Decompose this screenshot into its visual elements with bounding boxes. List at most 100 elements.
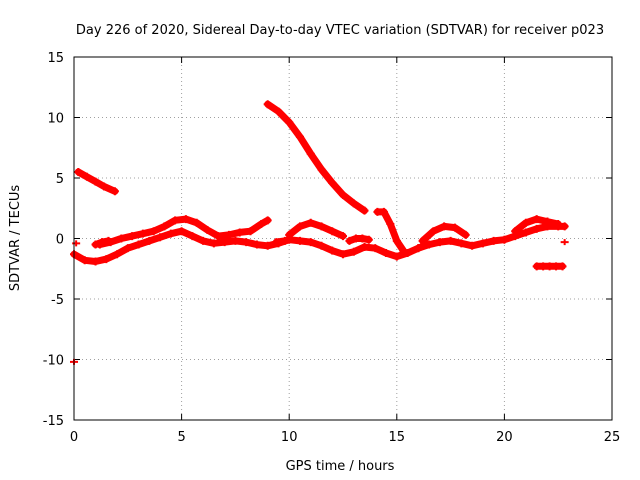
data-point [399,246,408,255]
data-point [91,240,100,249]
data-point [231,236,240,245]
data-point [156,233,165,242]
data-series [70,100,569,365]
data-point [422,240,431,249]
data-point [203,226,212,235]
data-point [328,227,337,236]
data-point [97,238,106,247]
data-point [123,244,132,253]
data-point [209,239,218,248]
data-point [554,219,563,228]
x-tick-label: 5 [177,430,185,445]
data-point [102,255,111,264]
data-point [285,118,294,127]
data-point [166,229,175,238]
data-point [345,236,354,245]
data-point [295,222,304,231]
data-point [263,100,272,109]
y-tick-label: -15 [43,414,64,429]
y-tick-label: 5 [56,172,64,187]
data-point [220,238,229,247]
data-point [224,230,233,239]
data-point [317,222,326,231]
data-point [295,132,304,141]
series-trace [264,100,368,215]
data-point [500,235,509,244]
x-axis-label: GPS time / hours [286,459,395,474]
data-point [560,222,569,231]
x-tick-label: 0 [70,430,78,445]
y-tick-label: 10 [47,112,64,127]
y-tick-label: -5 [51,293,64,308]
data-point [246,227,255,236]
data-point [558,262,567,271]
chart-title: Day 226 of 2020, Sidereal Day-to-day VTE… [76,23,604,38]
point-isolated-a [72,240,81,247]
data-point [110,187,119,196]
series-arc-descending [263,100,369,215]
series-arc-hump-21 [511,215,563,236]
data-point [252,240,261,249]
data-point [358,234,367,243]
data-point [263,241,272,250]
data-point [371,244,380,253]
data-point [382,249,391,258]
data-point [461,230,470,239]
data-point [145,236,154,245]
series-arc-early-high [74,167,119,196]
data-point [235,228,244,237]
data-point [349,199,358,208]
data-point [80,256,89,265]
data-point [306,218,315,227]
data-point [450,223,459,232]
data-point [468,241,477,250]
data-point [521,228,530,237]
axis-ticks: 0 5 10 15 20 25 -15 -10 -5 0 5 10 15 [43,51,621,445]
data-point [435,238,444,247]
data-point [532,215,541,224]
data-point [192,218,201,227]
data-point [446,236,455,245]
data-point [199,236,208,245]
data-point [543,217,552,226]
data-point [181,215,190,224]
data-point [364,235,373,244]
data-point [386,219,395,228]
data-point [171,216,180,225]
data-point [489,236,498,245]
data-point [440,222,449,231]
data-point [339,190,347,199]
data-point [91,177,100,186]
data-point [134,240,143,249]
x-tick-label: 20 [496,430,513,445]
data-point [188,232,197,241]
data-point [128,232,137,241]
x-tick-label: 25 [604,430,621,445]
data-point [511,227,520,236]
data-point [414,244,423,253]
series-arc-spike [373,207,408,255]
x-tick-label: 10 [281,430,298,445]
data-point [339,232,347,241]
series-arc-small-2 [345,234,373,245]
series-arc-small-1 [91,236,113,249]
y-axis-label: SDTVAR / TECUs [8,185,23,292]
plot-frame [73,56,613,421]
series-arc-late-flat [532,262,567,271]
data-point [306,238,315,247]
data-point [263,216,272,225]
data-point [257,219,266,228]
series-arc-mid-bump [285,218,347,241]
x-tick-label: 15 [389,430,406,445]
data-point [82,172,91,181]
data-point [100,182,109,191]
data-point [328,178,337,187]
y-tick-label: 15 [47,51,64,66]
data-point [521,218,530,227]
data-point [280,236,289,245]
data-point [113,250,122,259]
series-arc-small-4 [272,236,289,247]
data-point [91,257,100,266]
data-point [117,234,126,243]
